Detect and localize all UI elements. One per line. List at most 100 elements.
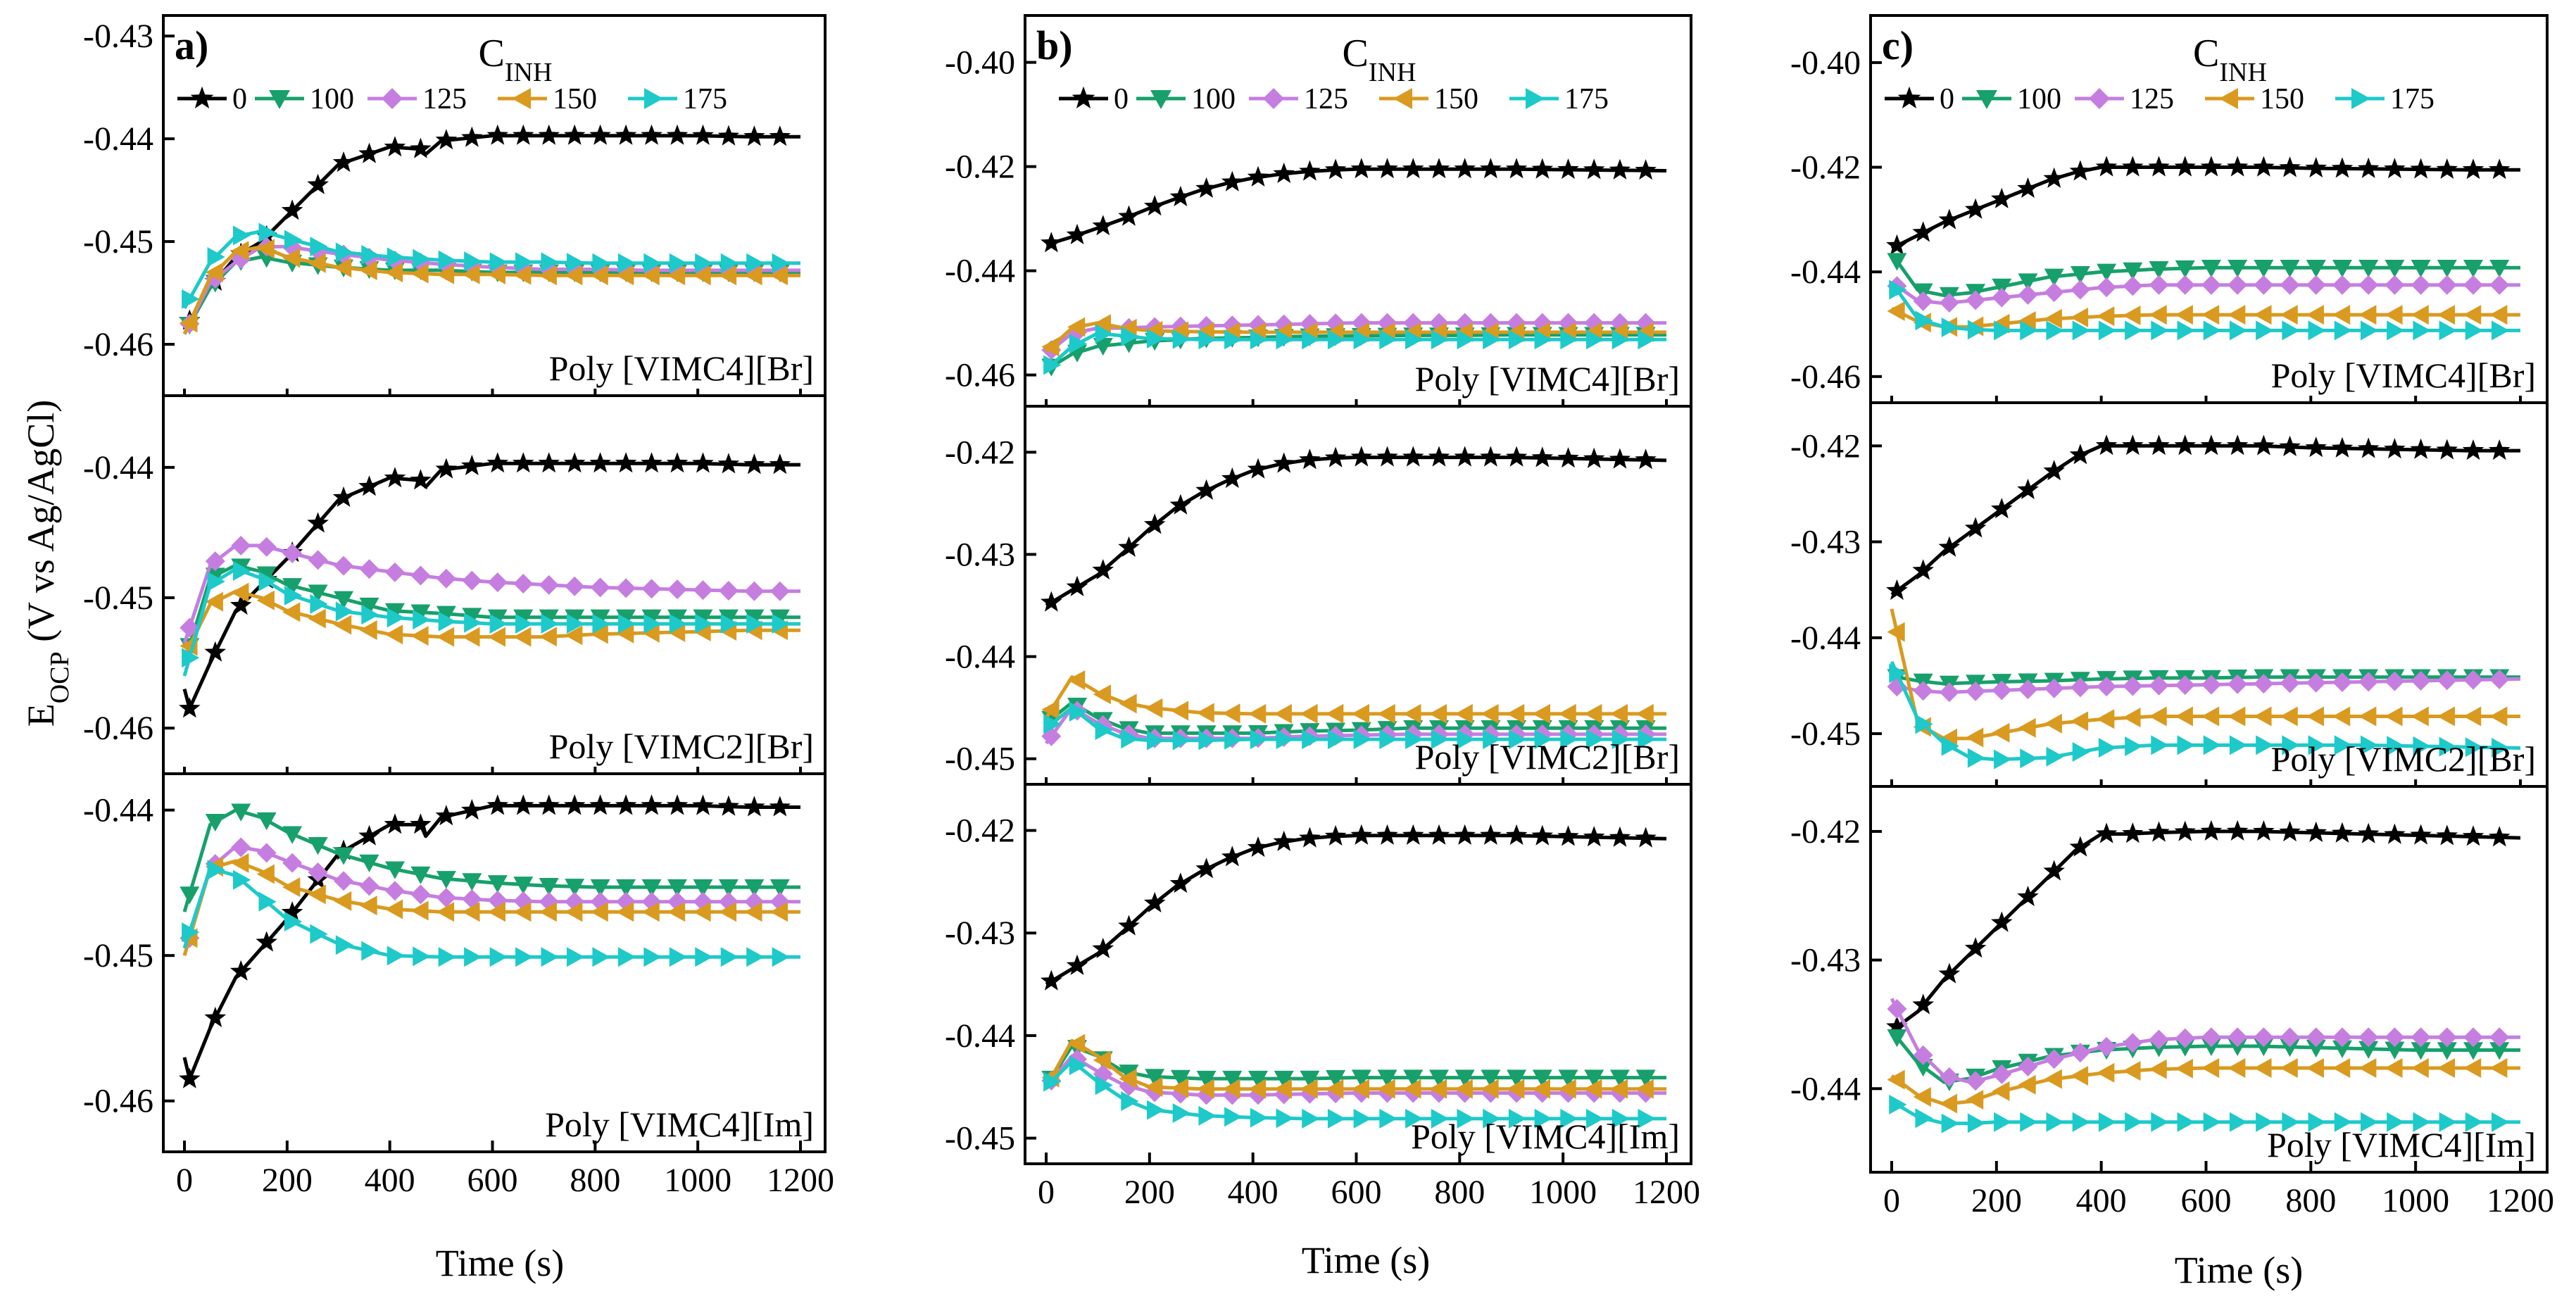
data-point-100 bbox=[565, 879, 585, 897]
data-point-100 bbox=[2358, 260, 2379, 278]
data-point-175 bbox=[361, 245, 379, 265]
data-point-0 bbox=[2410, 438, 2432, 459]
data-point-150 bbox=[384, 624, 403, 645]
data-point-0 bbox=[615, 124, 637, 145]
legend-marker bbox=[382, 88, 403, 109]
data-point-175 bbox=[695, 614, 713, 634]
data-point-100 bbox=[2201, 260, 2221, 278]
data-point-175 bbox=[207, 246, 225, 267]
data-point-0 bbox=[1912, 559, 1934, 580]
data-point-175 bbox=[592, 947, 610, 967]
data-point-0 bbox=[1118, 205, 1140, 226]
data-point-150 bbox=[462, 264, 480, 284]
data-point-150 bbox=[384, 263, 403, 283]
data-point-0 bbox=[538, 124, 560, 145]
data-point-175 bbox=[1889, 663, 1907, 684]
data-point-125 bbox=[2332, 1027, 2352, 1048]
data-point-0 bbox=[589, 124, 611, 145]
data-point-0 bbox=[2043, 167, 2065, 188]
x-tick-label: 1000 bbox=[664, 1162, 731, 1199]
y-tick-label: -0.45 bbox=[945, 741, 1015, 778]
data-point-0 bbox=[486, 794, 509, 815]
subplot-label: Poly [VIMC2][Br] bbox=[1415, 737, 1680, 777]
data-point-175 bbox=[617, 253, 636, 273]
data-point-125 bbox=[2463, 275, 2484, 295]
data-point-150 bbox=[487, 264, 505, 284]
data-point-150 bbox=[1222, 703, 1240, 724]
data-point-0 bbox=[538, 452, 560, 473]
data-point-150 bbox=[1481, 703, 1499, 724]
data-point-0 bbox=[1066, 954, 1088, 975]
data-point-0 bbox=[1324, 824, 1347, 846]
data-point-125 bbox=[205, 551, 225, 572]
data-point-0 bbox=[692, 452, 714, 473]
data-point-150 bbox=[2385, 1058, 2403, 1079]
data-point-125 bbox=[2070, 677, 2090, 698]
data-point-100 bbox=[2044, 268, 2064, 287]
plot-area bbox=[1041, 446, 1667, 751]
x-tick-label: 0 bbox=[1883, 1182, 1900, 1219]
data-point-150 bbox=[1507, 703, 1525, 724]
data-point-125 bbox=[2175, 1028, 2195, 1048]
data-point-175 bbox=[2125, 320, 2143, 341]
data-point-125 bbox=[2437, 275, 2457, 295]
data-point-125 bbox=[436, 568, 456, 589]
data-point-175 bbox=[1967, 748, 1986, 768]
x-tick-label: 600 bbox=[1331, 1174, 1382, 1211]
data-point-0 bbox=[1557, 825, 1579, 846]
data-point-150 bbox=[1403, 703, 1421, 724]
data-point-100 bbox=[667, 609, 687, 627]
data-point-125 bbox=[334, 555, 354, 576]
data-point-0 bbox=[230, 594, 252, 615]
data-point-125 bbox=[462, 570, 482, 591]
data-point-175 bbox=[746, 253, 765, 273]
data-point-100 bbox=[2254, 1038, 2274, 1057]
data-point-150 bbox=[1170, 701, 1189, 721]
legend-item-100: 100 bbox=[1136, 83, 1236, 115]
data-point-125 bbox=[2306, 1027, 2326, 1048]
data-point-100 bbox=[436, 871, 456, 889]
data-point-150 bbox=[256, 239, 275, 259]
subplot-label: Poly [VIMC4][Im] bbox=[545, 1105, 814, 1144]
data-point-125 bbox=[2228, 674, 2248, 694]
data-point-0 bbox=[1886, 579, 1908, 601]
data-point-150 bbox=[410, 263, 429, 284]
data-point-150 bbox=[1558, 703, 1576, 724]
data-point-150 bbox=[2489, 706, 2508, 727]
data-point-0 bbox=[461, 126, 483, 147]
data-point-150 bbox=[769, 902, 788, 922]
legend-marker bbox=[1897, 86, 1921, 108]
data-point-0 bbox=[615, 452, 637, 473]
data-point-175 bbox=[2229, 735, 2248, 755]
legend-title-sub: INH bbox=[2219, 58, 2267, 87]
data-point-100 bbox=[2463, 260, 2484, 278]
data-point-175 bbox=[233, 560, 251, 581]
data-point-0 bbox=[1221, 170, 1243, 191]
data-point-150 bbox=[1887, 622, 1905, 642]
data-point-0 bbox=[666, 124, 689, 145]
data-point-175 bbox=[1611, 329, 1630, 350]
data-point-150 bbox=[436, 627, 455, 647]
data-point-175 bbox=[1327, 729, 1346, 750]
data-point-100 bbox=[641, 609, 662, 627]
data-point-175 bbox=[1095, 324, 1113, 344]
data-point-100 bbox=[2385, 260, 2405, 278]
data-point-100 bbox=[256, 566, 277, 584]
data-point-0 bbox=[435, 458, 458, 479]
data-point-0 bbox=[1066, 575, 1088, 596]
legend-marker bbox=[1263, 88, 1284, 109]
data-point-125 bbox=[1913, 681, 1933, 701]
y-tick-label: -0.44 bbox=[945, 639, 1015, 676]
data-point-175 bbox=[1146, 1100, 1165, 1120]
data-point-175 bbox=[746, 947, 765, 967]
data-point-175 bbox=[387, 946, 405, 966]
data-point-125 bbox=[2044, 678, 2064, 698]
data-point-175 bbox=[1586, 1108, 1604, 1129]
data-point-150 bbox=[513, 627, 532, 647]
data-point-175 bbox=[1121, 1091, 1139, 1112]
data-point-175 bbox=[1353, 329, 1371, 350]
data-point-175 bbox=[695, 253, 713, 273]
data-point-0 bbox=[2410, 824, 2432, 845]
data-point-100 bbox=[410, 866, 431, 884]
data-point-100 bbox=[1326, 1070, 1346, 1088]
